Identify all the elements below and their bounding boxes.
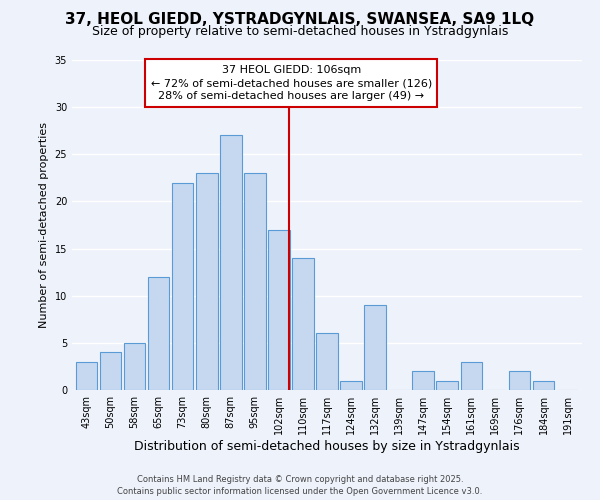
Bar [340, 380, 362, 390]
Bar [509, 371, 530, 390]
Bar [461, 362, 482, 390]
Bar [100, 352, 121, 390]
Y-axis label: Number of semi-detached properties: Number of semi-detached properties [39, 122, 49, 328]
Bar [316, 334, 338, 390]
X-axis label: Distribution of semi-detached houses by size in Ystradgynlais: Distribution of semi-detached houses by … [134, 440, 520, 452]
Bar [196, 173, 218, 390]
Bar [412, 371, 434, 390]
Bar [268, 230, 290, 390]
Bar [364, 305, 386, 390]
Bar [533, 380, 554, 390]
Text: Contains HM Land Registry data © Crown copyright and database right 2025.
Contai: Contains HM Land Registry data © Crown c… [118, 475, 482, 496]
Text: Size of property relative to semi-detached houses in Ystradgynlais: Size of property relative to semi-detach… [92, 25, 508, 38]
Text: 37 HEOL GIEDD: 106sqm
← 72% of semi-detached houses are smaller (126)
28% of sem: 37 HEOL GIEDD: 106sqm ← 72% of semi-deta… [151, 65, 432, 102]
Bar [172, 182, 193, 390]
Bar [436, 380, 458, 390]
Bar [76, 362, 97, 390]
Bar [148, 277, 169, 390]
Bar [292, 258, 314, 390]
Bar [220, 136, 242, 390]
Bar [244, 173, 266, 390]
Text: 37, HEOL GIEDD, YSTRADGYNLAIS, SWANSEA, SA9 1LQ: 37, HEOL GIEDD, YSTRADGYNLAIS, SWANSEA, … [65, 12, 535, 28]
Bar [124, 343, 145, 390]
